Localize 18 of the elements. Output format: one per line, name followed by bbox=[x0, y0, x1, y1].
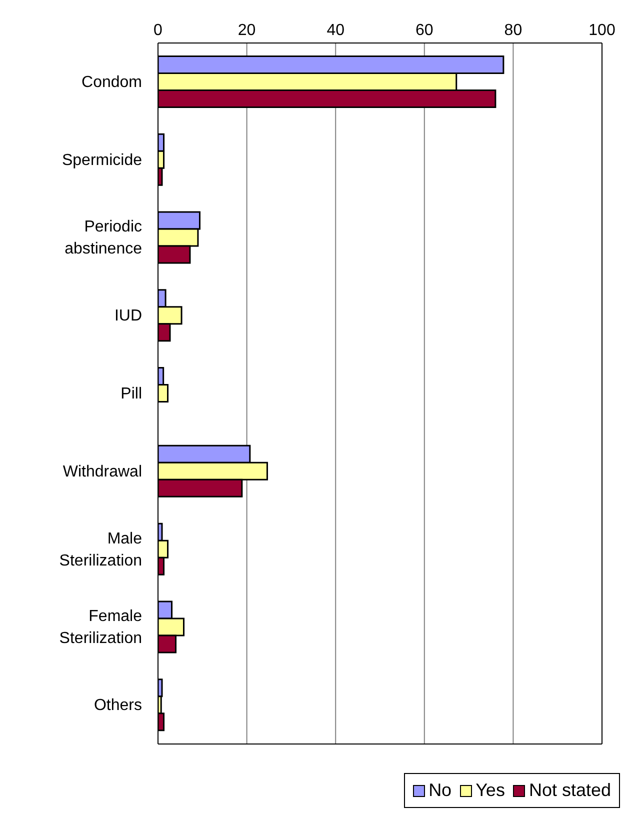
x-tick-label: 60 bbox=[416, 22, 434, 39]
y-tick-label: IUD bbox=[114, 307, 142, 324]
legend-label: Yes bbox=[476, 780, 505, 801]
y-tick-label: Female Sterilization bbox=[59, 608, 142, 647]
y-tick-label: Withdrawal bbox=[62, 462, 142, 480]
y-tick-label: Male Sterilization bbox=[59, 530, 142, 569]
y-tick-label: Condom bbox=[82, 73, 142, 90]
x-tick-label: 40 bbox=[326, 22, 345, 39]
x-tick-label: 100 bbox=[588, 22, 616, 39]
y-tick-label: Others bbox=[94, 696, 142, 714]
x-tick-label: 20 bbox=[238, 22, 256, 39]
x-tick-label: 0 bbox=[154, 22, 163, 39]
y-tick-label: Periodic abstinence bbox=[64, 218, 142, 258]
y-tick-label: Spermicide bbox=[62, 151, 142, 168]
y-tick-label: Pill bbox=[120, 385, 142, 402]
legend-label: Not stated bbox=[528, 780, 611, 801]
x-tick-label: 80 bbox=[504, 22, 522, 39]
legend-label: No bbox=[428, 780, 452, 801]
